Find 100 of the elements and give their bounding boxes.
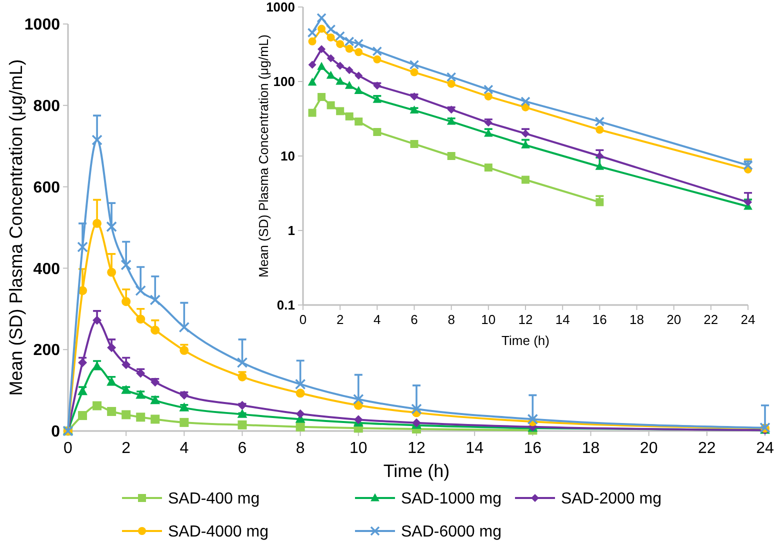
- point: [316, 12, 326, 23]
- point: [336, 40, 344, 48]
- y-tick-label: 0: [51, 424, 60, 441]
- point: [92, 316, 102, 325]
- point: [446, 72, 456, 82]
- point: [326, 101, 335, 110]
- x-tick-label: 22: [704, 312, 718, 327]
- point: [78, 386, 88, 396]
- point: [180, 390, 189, 400]
- point: [336, 62, 344, 70]
- x-tick-label: 0: [64, 440, 73, 457]
- point: [107, 268, 116, 277]
- point: [484, 92, 492, 100]
- point: [106, 376, 117, 386]
- point: [107, 343, 116, 352]
- legend-label: SAD-4000 mg: [168, 524, 268, 541]
- point: [594, 116, 605, 126]
- legend-label: SAD-1000 mg: [401, 490, 502, 508]
- point: [447, 152, 456, 160]
- y-tick-label: 100: [273, 74, 295, 90]
- point: [353, 394, 364, 405]
- point: [345, 112, 354, 120]
- point: [307, 28, 318, 38]
- point: [326, 24, 336, 34]
- point: [120, 260, 132, 270]
- point: [150, 326, 160, 335]
- point: [596, 152, 604, 160]
- point: [373, 82, 382, 90]
- point: [179, 402, 190, 412]
- point: [318, 92, 326, 101]
- point: [520, 96, 530, 106]
- x-axis-title: Time (h): [383, 461, 450, 481]
- point: [527, 414, 538, 425]
- point: [294, 378, 306, 390]
- point: [106, 221, 117, 232]
- point: [237, 408, 248, 418]
- point: [336, 107, 344, 116]
- point: [77, 242, 88, 252]
- x-tick-label: 14: [466, 440, 484, 457]
- x-tick-label: 2: [336, 312, 344, 327]
- y-tick-label: 1: [288, 223, 295, 238]
- point: [354, 72, 363, 80]
- x-tick-label: 16: [592, 312, 607, 327]
- point: [522, 103, 530, 112]
- point: [410, 92, 418, 100]
- point: [596, 198, 604, 206]
- point: [410, 106, 419, 114]
- point: [318, 45, 326, 54]
- point: [296, 409, 305, 418]
- point: [92, 361, 102, 370]
- x-axis-title: Time (h): [502, 333, 550, 348]
- point: [326, 33, 335, 42]
- point: [180, 346, 189, 355]
- point: [78, 358, 88, 368]
- point: [92, 401, 102, 410]
- point: [409, 60, 420, 70]
- point: [326, 54, 335, 62]
- y-tick-label: 1000: [24, 16, 60, 34]
- x-tick-label: 8: [296, 440, 305, 457]
- x-tick-label: 22: [698, 440, 716, 457]
- point: [344, 80, 354, 89]
- point: [92, 134, 102, 146]
- point: [136, 390, 146, 399]
- point: [92, 218, 102, 228]
- point: [308, 108, 316, 117]
- point: [354, 86, 364, 94]
- point: [308, 37, 316, 46]
- point: [326, 70, 336, 79]
- point: [411, 404, 422, 414]
- point: [596, 126, 604, 134]
- point: [335, 31, 345, 41]
- point: [296, 422, 305, 432]
- point: [150, 378, 160, 387]
- y-tick-label: 400: [33, 260, 60, 278]
- point: [354, 48, 363, 56]
- point: [107, 406, 116, 416]
- point: [336, 76, 344, 85]
- x-tick-label: 4: [374, 312, 381, 327]
- y-tick-label: 0.1: [276, 298, 295, 313]
- point: [238, 400, 247, 410]
- x-tick-label: 10: [481, 312, 496, 327]
- legend-label: SAD-2000 mg: [561, 490, 662, 508]
- point: [373, 128, 382, 136]
- point: [484, 84, 494, 94]
- point: [522, 130, 530, 138]
- x-tick-label: 20: [640, 440, 658, 457]
- point: [410, 140, 418, 148]
- point: [178, 322, 190, 333]
- y-tick-label: 800: [33, 98, 60, 115]
- point: [345, 66, 354, 74]
- point: [180, 418, 189, 427]
- x-tick-label: 10: [350, 440, 368, 457]
- x-tick-label: 12: [408, 440, 426, 457]
- point: [318, 24, 326, 33]
- y-tick-label: 10: [280, 148, 295, 164]
- x-tick-label: 4: [180, 440, 189, 457]
- point: [238, 372, 247, 382]
- point: [236, 357, 248, 368]
- x-tick-label: 12: [518, 312, 533, 327]
- point: [150, 395, 160, 404]
